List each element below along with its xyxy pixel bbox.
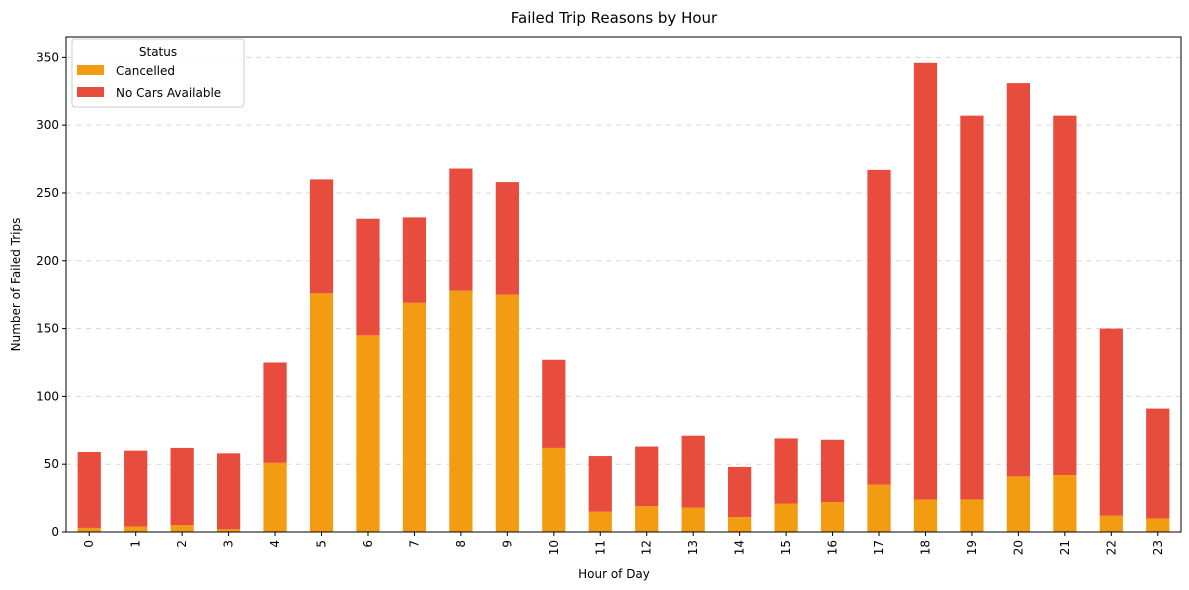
y-tick-label: 50: [44, 457, 59, 471]
y-axis: 0 50 100 150 200 250 300 350: [36, 50, 66, 539]
bar-cancelled-hour-8: [449, 290, 473, 532]
y-tick-label: 150: [36, 322, 59, 336]
bar-cancelled-hour-10: [542, 447, 566, 532]
x-tick-label: 23: [1151, 540, 1165, 555]
bar-cancelled-hour-23: [1146, 518, 1170, 532]
plot-frame: [65, 36, 1182, 533]
bar-no-cars-available-hour-15: [774, 438, 798, 504]
x-axis: 0 1 2 3 4 5 6 7 8 9 10 11 12 13 14 15 16 17 18 19 20 21 22 23: [82, 532, 1165, 555]
bar-no-cars-available-hour-10: [542, 359, 566, 448]
x-tick-label: 18: [918, 540, 932, 555]
bar-cancelled-hour-13: [681, 507, 705, 532]
bar-no-cars-available-hour-0: [77, 451, 101, 528]
x-tick-label: 13: [686, 540, 700, 555]
y-tick-label: 200: [36, 254, 59, 268]
x-tick-label: 9: [500, 540, 514, 548]
legend-title: Status: [139, 45, 177, 59]
y-tick-label: 100: [36, 389, 59, 403]
bar-no-cars-available-hour-21: [1053, 115, 1077, 476]
bar-cancelled-hour-11: [588, 511, 612, 532]
bar-cancelled-hour-7: [402, 302, 427, 532]
bar-no-cars-available-hour-19: [960, 115, 984, 500]
bar-no-cars-available-hour-20: [1006, 83, 1031, 477]
x-axis-label: Hour of Day: [578, 567, 650, 581]
bar-no-cars-available-hour-23: [1146, 408, 1170, 519]
bar-no-cars-available-hour-12: [635, 446, 659, 507]
bar-cancelled-hour-17: [867, 484, 891, 532]
bar-no-cars-available-hour-13: [681, 435, 705, 508]
y-tick-label: 300: [36, 118, 59, 132]
x-tick-label: 1: [129, 540, 143, 548]
x-tick-label: 22: [1104, 540, 1118, 555]
bar-cancelled-hour-9: [495, 294, 519, 532]
x-tick-label: 20: [1011, 540, 1025, 555]
x-tick-label: 17: [872, 540, 886, 555]
bar-cancelled-hour-2: [170, 525, 194, 532]
legend-swatch-cancelled: [77, 65, 104, 75]
x-tick-label: 21: [1058, 540, 1072, 555]
bar-no-cars-available-hour-17: [867, 169, 891, 485]
x-tick-label: 15: [779, 540, 793, 555]
bar-no-cars-available-hour-16: [820, 439, 845, 503]
bar-cancelled-hour-16: [820, 502, 845, 532]
bar-no-cars-available-hour-7: [402, 217, 427, 303]
legend-box: [71, 38, 245, 108]
bar-no-cars-available-hour-1: [124, 450, 148, 527]
bar-cancelled-hour-20: [1006, 476, 1031, 532]
x-tick-label: 11: [593, 540, 607, 555]
bar-no-cars-available-hour-11: [588, 456, 612, 512]
y-axis-label: Number of Failed Trips: [9, 218, 23, 352]
x-tick-label: 7: [407, 540, 421, 548]
y-tick-label: 0: [51, 525, 59, 539]
x-tick-label: 6: [361, 540, 375, 548]
x-tick-label: 12: [640, 540, 654, 555]
legend: Status Cancelled No Cars Available: [71, 38, 245, 108]
bars: [77, 62, 1170, 532]
bar-cancelled-hour-22: [1099, 515, 1123, 532]
y-tick-label: 250: [36, 186, 59, 200]
bar-cancelled-hour-1: [124, 526, 148, 532]
bar-cancelled-hour-4: [263, 462, 287, 532]
bar-no-cars-available-hour-4: [263, 362, 287, 463]
x-tick-label: 5: [315, 540, 329, 548]
bar-no-cars-available-hour-9: [495, 182, 519, 295]
bar-no-cars-available-hour-8: [449, 168, 473, 291]
bar-no-cars-available-hour-5: [309, 179, 334, 294]
bar-cancelled-hour-3: [216, 529, 241, 532]
x-tick-label: 14: [733, 540, 747, 555]
y-tick-label: 350: [36, 50, 59, 64]
legend-label-no-cars-available: No Cars Available: [116, 86, 221, 100]
x-tick-label: 3: [222, 540, 236, 548]
bar-cancelled-hour-0: [77, 527, 101, 532]
x-tick-label: 2: [175, 540, 189, 548]
legend-swatch-no-cars-available: [77, 87, 104, 97]
x-tick-label: 19: [965, 540, 979, 555]
x-tick-label: 4: [268, 540, 282, 548]
bar-no-cars-available-hour-22: [1099, 328, 1123, 516]
bar-cancelled-hour-5: [309, 293, 334, 532]
bar-cancelled-hour-21: [1053, 475, 1077, 532]
bar-no-cars-available-hour-14: [728, 466, 752, 518]
bar-no-cars-available-hour-3: [216, 453, 241, 530]
bar-no-cars-available-hour-2: [170, 447, 194, 526]
bar-no-cars-available-hour-6: [356, 218, 380, 336]
chart-title: Failed Trip Reasons by Hour: [511, 9, 718, 27]
x-tick-label: 8: [454, 540, 468, 548]
bar-cancelled-hour-14: [728, 517, 752, 532]
bar-cancelled-hour-6: [356, 335, 380, 532]
bar-cancelled-hour-12: [635, 506, 659, 532]
bar-cancelled-hour-19: [960, 499, 984, 532]
x-tick-label: 0: [82, 540, 96, 548]
bar-cancelled-hour-18: [913, 499, 938, 532]
legend-label-cancelled: Cancelled: [116, 64, 175, 78]
x-tick-label: 10: [547, 540, 561, 555]
bar-cancelled-hour-15: [774, 503, 798, 532]
bar-no-cars-available-hour-18: [913, 62, 938, 500]
x-tick-label: 16: [826, 540, 840, 555]
